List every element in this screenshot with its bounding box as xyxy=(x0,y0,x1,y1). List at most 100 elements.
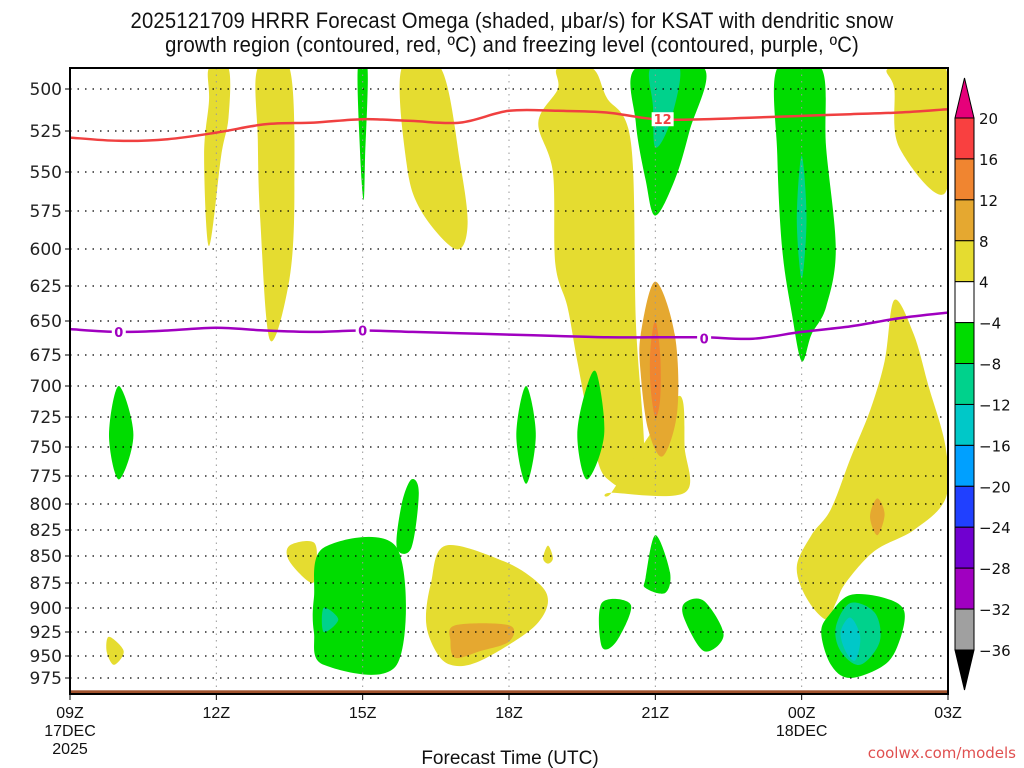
y-tick-label: 500 xyxy=(30,80,62,100)
x-tick-year: 2025 xyxy=(52,741,88,758)
colorbar-extend-max xyxy=(954,77,975,119)
y-tick-label: 900 xyxy=(30,599,62,619)
omega-region-23 xyxy=(396,478,419,554)
ground-surface xyxy=(70,690,948,694)
colorbar-swatch xyxy=(954,281,975,324)
omega-region-2 xyxy=(399,68,468,250)
colorbar-label: 12 xyxy=(979,192,998,210)
y-tick-label: 525 xyxy=(30,122,62,142)
y-tick-label: 875 xyxy=(30,574,62,594)
y-tick-label: 925 xyxy=(30,623,62,643)
x-tick-label: 12Z xyxy=(203,705,231,722)
colorbar-swatch xyxy=(954,608,975,651)
omega-region-27 xyxy=(598,598,632,650)
colorbar-swatch xyxy=(954,240,975,283)
colorbar-swatch xyxy=(954,322,975,365)
chart-title-line-1: 2025121709 HRRR Forecast Omega (shaded, … xyxy=(130,8,894,33)
y-tick-label: 800 xyxy=(30,495,62,515)
y-tick-label: 625 xyxy=(30,277,62,297)
colorbar-label: 4 xyxy=(979,274,989,292)
y-tick-label: 650 xyxy=(30,312,62,332)
y-tick-label: 550 xyxy=(30,163,62,183)
omega-region-5 xyxy=(886,68,948,195)
contour-label: 0 xyxy=(700,333,709,348)
omega-region-1 xyxy=(255,68,295,342)
x-tick-label: 15Z xyxy=(349,705,377,722)
x-tick-date: 17DEC xyxy=(44,723,96,740)
contour-label: 12 xyxy=(654,113,672,128)
y-axis: 500 525 550 575 600 625 650 675 700 725 750 775 800 8… xyxy=(30,80,70,689)
colorbar-swatch xyxy=(954,199,975,242)
colorbar-label: −36 xyxy=(979,642,1011,660)
colorbar-label: −4 xyxy=(979,315,1001,333)
omega-region-19 xyxy=(796,155,807,279)
x-tick-label: 18Z xyxy=(495,705,523,722)
omega-region-25 xyxy=(321,607,339,633)
omega-region-28 xyxy=(682,598,724,652)
omega-region-13 xyxy=(649,320,661,418)
omega-region-6 xyxy=(796,299,948,620)
omega-region-24 xyxy=(312,536,406,675)
colorbar-extend-min xyxy=(954,649,975,691)
colorbar-swatch xyxy=(954,363,975,405)
y-tick-label: 975 xyxy=(30,669,62,689)
x-tick-date: 18DEC xyxy=(776,723,828,740)
colorbar-label: 16 xyxy=(979,151,998,169)
omega-region-31 xyxy=(840,617,861,661)
x-tick-label: 09Z xyxy=(56,705,84,722)
colorbar-swatch xyxy=(954,485,975,528)
grid xyxy=(70,68,948,694)
omega-region-17 xyxy=(648,68,681,148)
colorbar: 20 16 12 8 4 −4 −8 −12 −16 −20 −24 −28 −32 −36 xyxy=(954,77,1011,691)
omega-region-16 xyxy=(630,68,707,216)
contour-freezing-level-0C xyxy=(70,311,948,341)
omega-region-8 xyxy=(286,540,317,584)
x-axis-label: Forecast Time (UTC) xyxy=(421,748,598,768)
omega-region-22 xyxy=(577,370,605,480)
colorbar-label: −12 xyxy=(979,396,1011,414)
contour-label-background xyxy=(697,331,712,346)
watermark: coolwx.com/models xyxy=(868,744,1016,762)
x-tick-label: 21Z xyxy=(642,705,670,722)
colorbar-label: −24 xyxy=(979,519,1011,537)
omega-region-21 xyxy=(516,386,536,484)
y-tick-label: 675 xyxy=(30,346,62,366)
y-tick-label: 950 xyxy=(30,647,62,667)
y-tick-label: 775 xyxy=(30,467,62,487)
chart-title-line-2: growth region (contoured, red, ºC) and f… xyxy=(165,32,859,57)
shaded-regions xyxy=(106,68,948,678)
omega-region-9 xyxy=(543,545,553,564)
y-tick-label: 825 xyxy=(30,521,62,541)
x-tick-label: 00Z xyxy=(788,705,816,722)
x-tick-label: 03Z xyxy=(934,705,962,722)
y-tick-label: 750 xyxy=(30,438,62,458)
y-tick-label: 700 xyxy=(30,377,62,397)
y-tick-label: 850 xyxy=(30,547,62,567)
contour-label-background xyxy=(111,324,126,339)
colorbar-swatch xyxy=(954,526,975,569)
colorbar-swatch xyxy=(954,444,975,487)
omega-region-26 xyxy=(643,535,671,594)
contour-label-background xyxy=(651,112,674,127)
omega-region-14 xyxy=(870,498,885,536)
contour-label-background xyxy=(355,323,370,338)
contour-label: 0 xyxy=(114,326,123,341)
omega-region-0 xyxy=(204,68,231,246)
colorbar-label: 20 xyxy=(979,110,998,128)
contours: 12 0 0 0 xyxy=(70,107,948,348)
colorbar-label: −32 xyxy=(979,601,1011,619)
colorbar-swatch xyxy=(954,403,975,446)
colorbar-swatch xyxy=(954,158,975,201)
colorbar-label: 8 xyxy=(979,233,989,251)
colorbar-label: −16 xyxy=(979,437,1011,455)
y-tick-label: 725 xyxy=(30,408,62,428)
colorbar-swatch xyxy=(954,567,975,610)
colorbar-label: −28 xyxy=(979,560,1011,578)
omega-region-20 xyxy=(109,386,134,480)
colorbar-swatch xyxy=(954,117,975,160)
colorbar-label: −20 xyxy=(979,478,1011,496)
y-tick-label: 600 xyxy=(30,240,62,260)
omega-region-7 xyxy=(106,636,124,665)
